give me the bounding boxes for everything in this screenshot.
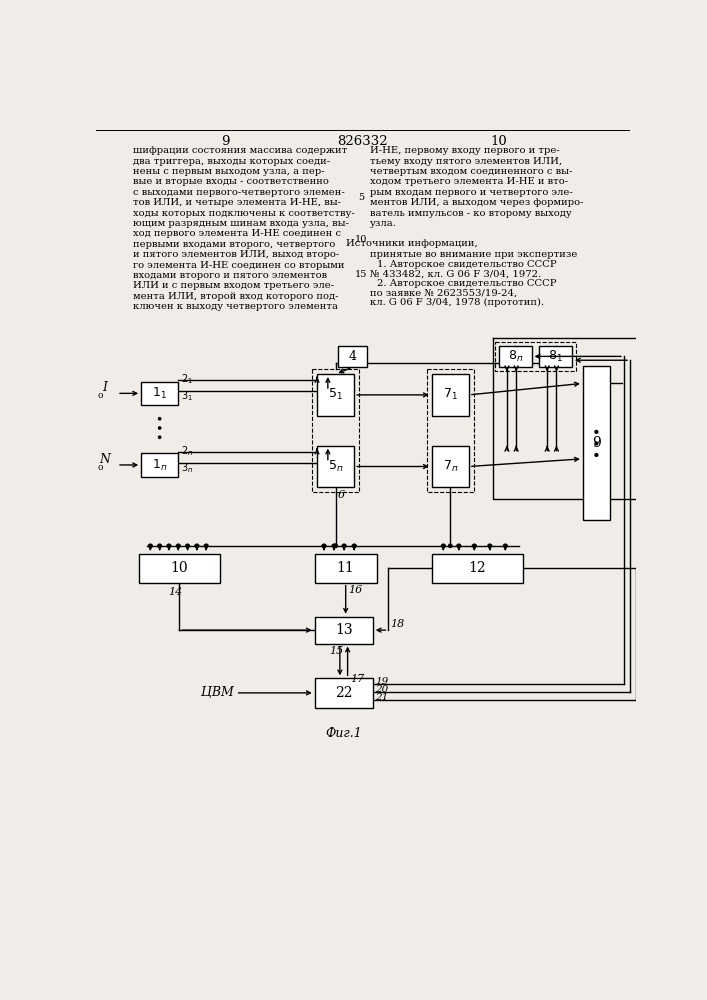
Circle shape [158, 544, 161, 548]
Text: 16: 16 [348, 585, 362, 595]
Text: 12: 12 [469, 561, 486, 575]
Circle shape [595, 454, 598, 456]
Text: $2_п$: $2_п$ [180, 444, 193, 458]
Text: $3_п$: $3_п$ [180, 461, 193, 475]
Bar [315, 678, 373, 708]
Circle shape [472, 544, 476, 548]
Text: $5_п$: $5_п$ [328, 459, 344, 474]
Circle shape [168, 544, 170, 548]
Text: по заявке № 2623553/19-24,: по заявке № 2623553/19-24, [370, 289, 517, 298]
Bar [317, 374, 354, 416]
Bar [141, 453, 178, 477]
Circle shape [488, 544, 491, 548]
Text: $1_п$: $1_п$ [152, 457, 168, 473]
Text: 9: 9 [221, 135, 230, 148]
Text: принятые во внимание при экспертизе: принятые во внимание при экспертизе [370, 250, 577, 259]
Text: 10: 10 [355, 235, 368, 244]
Text: I: I [102, 381, 107, 394]
Bar [317, 446, 354, 487]
Text: 20: 20 [375, 685, 388, 694]
Text: 9: 9 [592, 436, 601, 450]
Bar [539, 346, 572, 367]
Bar [139, 554, 220, 583]
Circle shape [158, 436, 160, 438]
Circle shape [177, 544, 180, 548]
Bar [315, 617, 373, 644]
Bar [338, 346, 368, 367]
Text: 14: 14 [168, 587, 183, 597]
Text: 4: 4 [349, 350, 356, 363]
Text: 17: 17 [350, 674, 364, 684]
Circle shape [195, 544, 199, 548]
Text: 19: 19 [375, 677, 388, 686]
Circle shape [334, 544, 337, 548]
Circle shape [442, 544, 445, 548]
Circle shape [503, 544, 507, 548]
Circle shape [342, 544, 346, 548]
Text: Источники информации,: Источники информации, [346, 239, 478, 248]
Text: $1_1$: $1_1$ [152, 386, 167, 401]
Circle shape [158, 427, 160, 429]
Circle shape [186, 544, 189, 548]
Bar [141, 382, 178, 405]
Text: 6: 6 [338, 490, 345, 500]
Bar [432, 374, 469, 416]
Text: 5: 5 [358, 192, 364, 202]
Bar [583, 366, 610, 520]
Circle shape [595, 442, 598, 445]
Text: № 433482, кл. G 06 F 3/04, 1972.: № 433482, кл. G 06 F 3/04, 1972. [370, 269, 541, 278]
Circle shape [457, 544, 460, 548]
Text: 15: 15 [355, 270, 368, 279]
Text: 15: 15 [329, 646, 344, 656]
Bar [499, 346, 532, 367]
Circle shape [595, 430, 598, 433]
Text: N: N [99, 453, 110, 466]
Text: 826332: 826332 [337, 135, 387, 148]
Text: $7_п$: $7_п$ [443, 459, 458, 474]
Text: 21: 21 [375, 693, 388, 702]
Text: шифрации состояния массива содержит
два триггера, выходы которых соеди-
нены с п: шифрации состояния массива содержит два … [132, 146, 354, 311]
Text: 11: 11 [337, 561, 354, 575]
Bar [432, 446, 469, 487]
Text: $8_п$: $8_п$ [508, 349, 523, 364]
Text: Фиг.1: Фиг.1 [325, 727, 362, 740]
Circle shape [204, 544, 208, 548]
Circle shape [322, 544, 326, 548]
Text: 18: 18 [391, 619, 405, 629]
Circle shape [148, 544, 152, 548]
Text: $2_1$: $2_1$ [180, 373, 192, 386]
Text: $8_1$: $8_1$ [549, 349, 563, 364]
Text: $7_1$: $7_1$ [443, 387, 457, 402]
Text: 1. Авторское свидетельство СССР: 1. Авторское свидетельство СССР [378, 260, 557, 269]
Text: 10: 10 [170, 561, 188, 575]
Bar [315, 554, 377, 583]
Text: о: о [98, 463, 103, 472]
Text: $5_1$: $5_1$ [328, 387, 343, 402]
Bar [432, 554, 523, 583]
Text: И-НЕ, первому входу первого и тре-
тьему входу пятого элементов ИЛИ,
четвертым в: И-НЕ, первому входу первого и тре- тьему… [370, 146, 583, 228]
Text: 2. Авторское свидетельство СССР: 2. Авторское свидетельство СССР [378, 279, 557, 288]
Text: 13: 13 [335, 623, 353, 637]
Circle shape [158, 418, 160, 420]
Circle shape [332, 544, 336, 548]
Text: о: о [98, 391, 103, 400]
Text: кл. G 06 F 3/04, 1978 (прототип).: кл. G 06 F 3/04, 1978 (прототип). [370, 298, 544, 307]
Circle shape [353, 544, 356, 548]
Text: ЦВМ: ЦВМ [201, 686, 233, 699]
Text: 22: 22 [335, 686, 353, 700]
Text: 10: 10 [491, 135, 508, 148]
Text: $3_1$: $3_1$ [180, 389, 192, 403]
Circle shape [449, 544, 452, 548]
